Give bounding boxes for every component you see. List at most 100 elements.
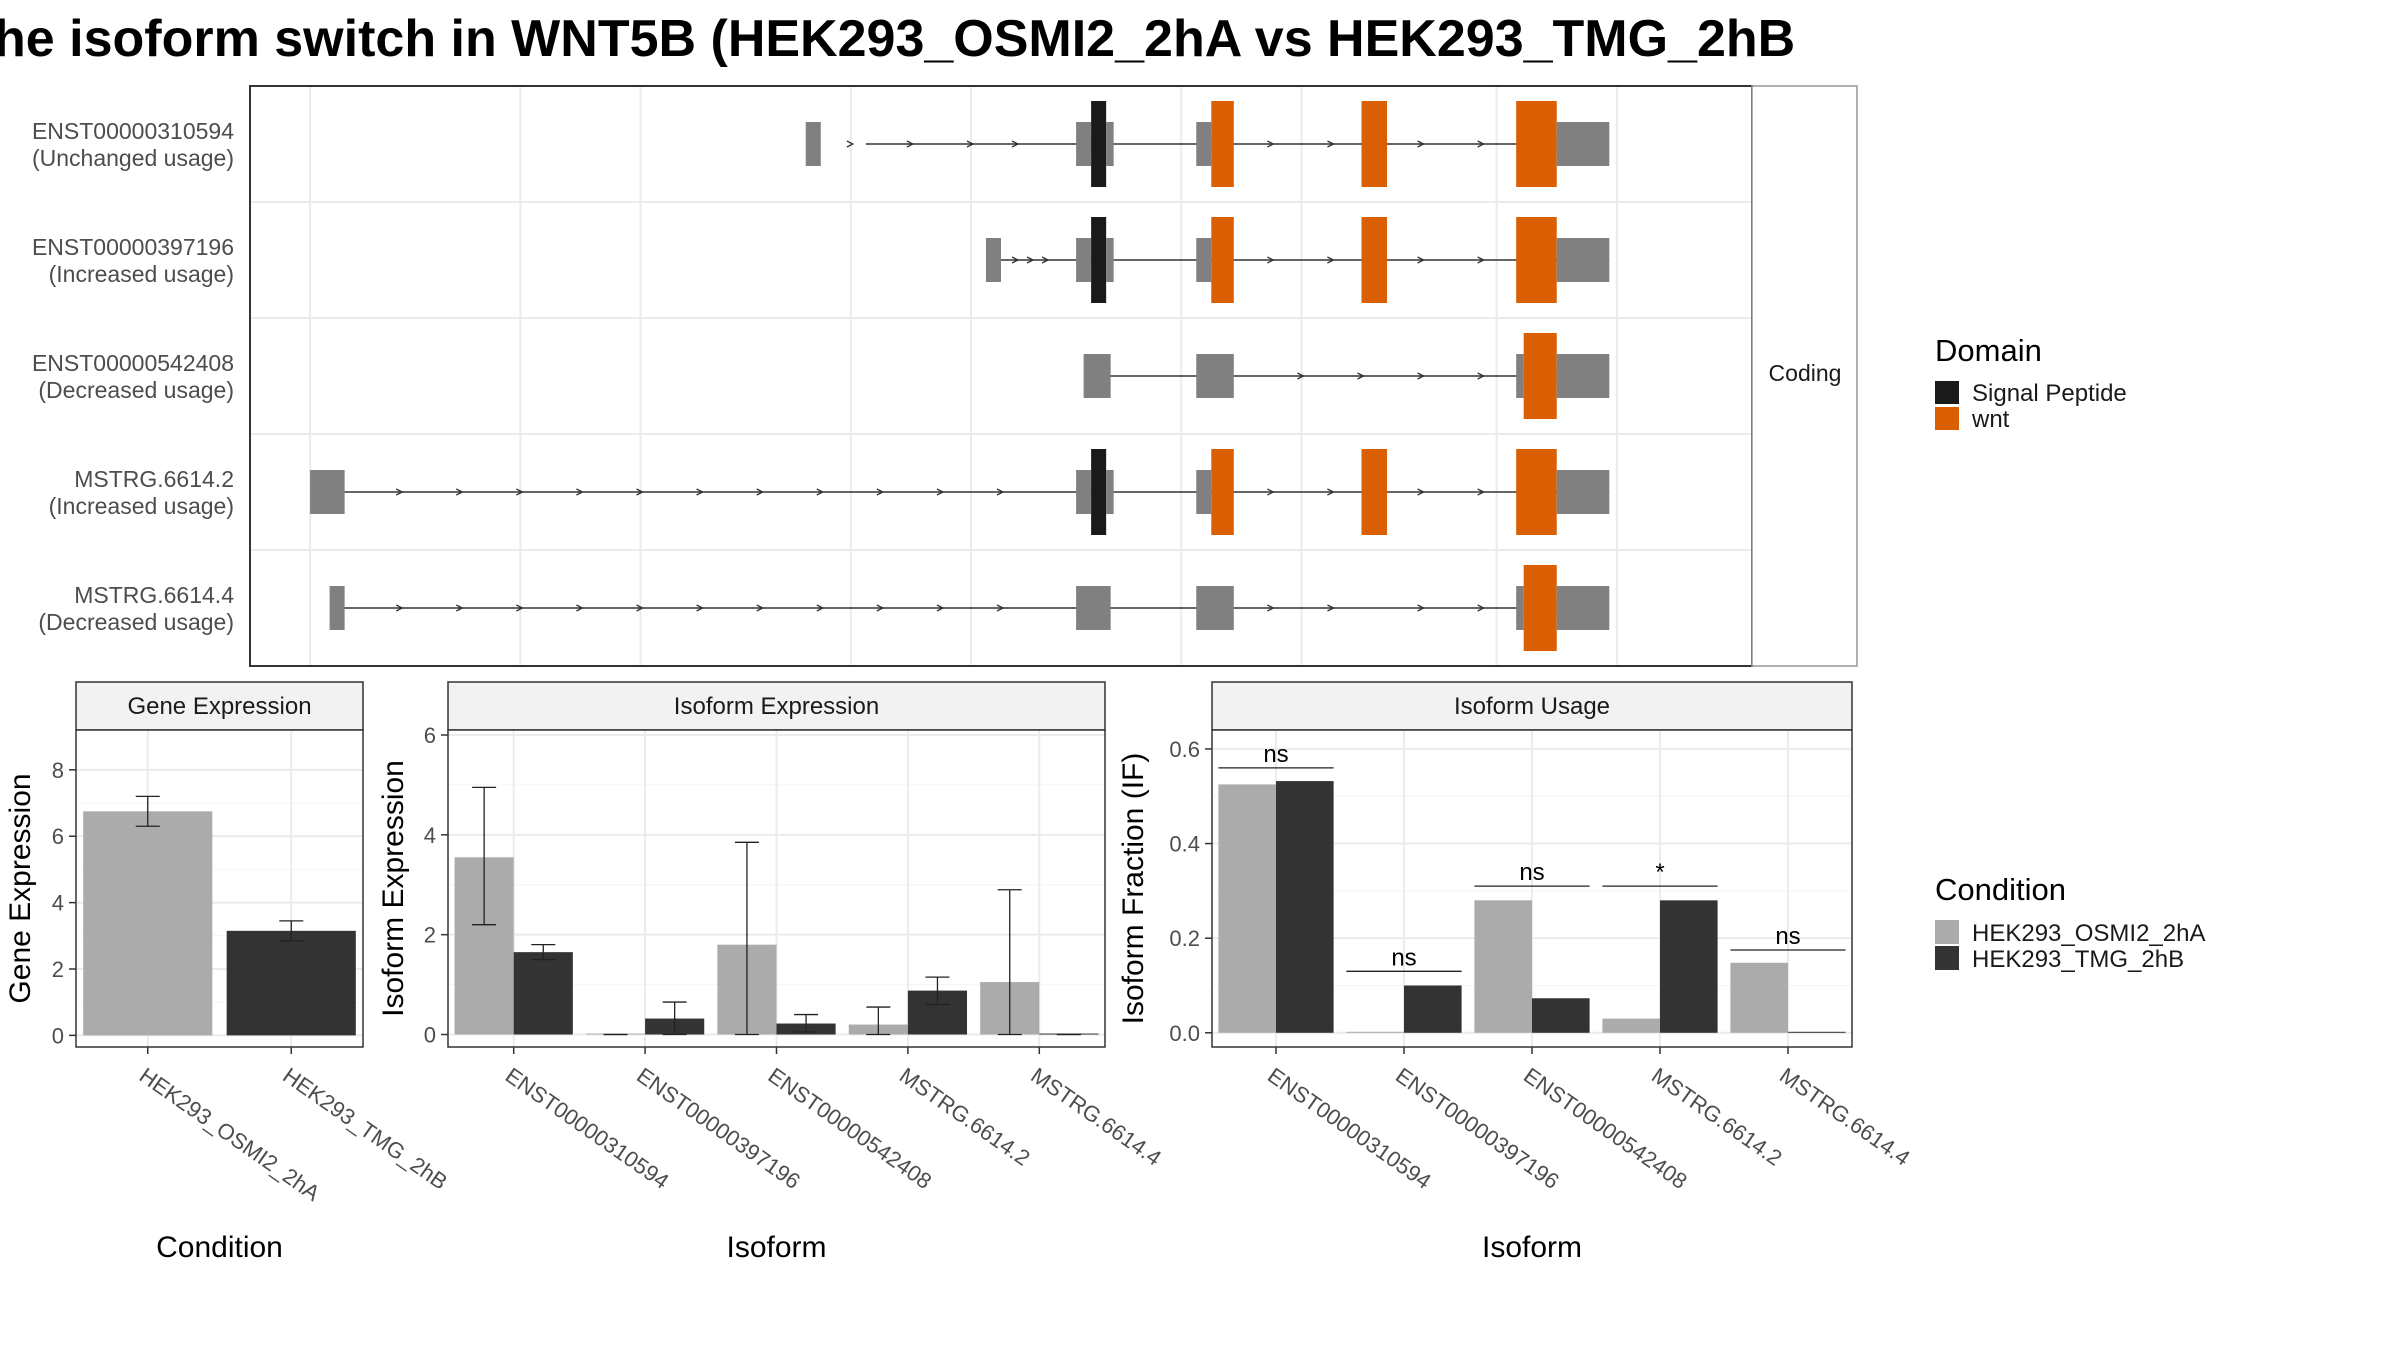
legend-key-cond-a (1935, 920, 1959, 944)
bar (226, 930, 356, 1036)
significance-label: * (1655, 859, 1664, 886)
legend-label-signal-peptide: Signal Peptide (1972, 380, 2127, 407)
intron-arrow (1477, 372, 1486, 380)
y-tick-label: 2 (424, 923, 436, 948)
isoform-label: ENST00000397196 (32, 234, 234, 260)
intron-arrow (1477, 256, 1486, 264)
exon (1196, 238, 1212, 282)
y-tick-label: 0.0 (1169, 1021, 1200, 1046)
exon (1106, 238, 1114, 282)
intron-arrow (1267, 256, 1275, 264)
intron-arrow (756, 488, 765, 496)
exon (1556, 470, 1610, 514)
isoform-usage-label: (Increased usage) (49, 493, 234, 519)
wnt-domain (1361, 101, 1388, 187)
bar (83, 811, 213, 1036)
intron-arrow (1327, 140, 1335, 148)
isoform-label: MSTRG.6614.2 (74, 466, 234, 492)
intron-arrow (1041, 256, 1050, 264)
wnt-domain (1523, 565, 1557, 651)
wnt-domain (1516, 101, 1557, 187)
exon (1196, 470, 1212, 514)
legend-label-cond-b: HEK293_TMG_2hB (1972, 946, 2184, 973)
intron-arrow (1417, 256, 1426, 264)
exon (1076, 586, 1111, 630)
intron-arrow (816, 488, 825, 496)
isoform-usage-label: (Unchanged usage) (32, 145, 234, 171)
intron-arrow (876, 488, 885, 496)
legend-key-signal-peptide (1935, 381, 1959, 404)
intron-arrow (816, 604, 825, 612)
isoform-label: ENST00000310594 (32, 118, 234, 144)
y-axis-title: Isoform Fraction (IF) (1117, 753, 1150, 1025)
exon (1076, 470, 1092, 514)
panel-title: Isoform Usage (1454, 693, 1610, 720)
intron-arrow (576, 488, 584, 496)
y-tick-label: 0.4 (1169, 832, 1200, 857)
y-tick-label: 8 (52, 758, 64, 783)
legend-key-wnt (1935, 407, 1959, 430)
exon (1076, 122, 1092, 166)
intron-arrow (966, 140, 975, 148)
exon (1556, 122, 1610, 166)
exon (1196, 354, 1234, 398)
isoform-usage-label: (Increased usage) (49, 261, 234, 287)
significance-label: ns (1391, 944, 1416, 971)
intron-arrow (1327, 488, 1335, 496)
exon (1516, 354, 1524, 398)
exon (1106, 122, 1114, 166)
significance-label: ns (1519, 859, 1544, 886)
panel-border (75, 729, 364, 1048)
wnt-domain (1516, 449, 1557, 535)
intron-arrow (1297, 372, 1305, 380)
exon (1556, 354, 1610, 398)
intron-arrow (696, 604, 705, 612)
significance-label: ns (1775, 923, 1800, 950)
bar (1474, 900, 1532, 1033)
intron-arrow (1417, 488, 1426, 496)
significance-label: ns (1263, 741, 1288, 768)
exon (1516, 586, 1524, 630)
intron-arrow (1267, 604, 1275, 612)
y-axis-title: Isoform Expression (377, 760, 410, 1017)
wnt-domain (1211, 217, 1234, 303)
intron-arrow (1011, 256, 1020, 264)
exon (985, 238, 1001, 282)
exon (1196, 586, 1234, 630)
isoform-label: ENST00000542408 (32, 350, 234, 376)
y-tick-label: 0 (52, 1023, 64, 1048)
intron-arrow (906, 140, 915, 148)
bar (1532, 998, 1590, 1033)
y-tick-label: 2 (52, 957, 64, 982)
legend-label-cond-a: HEK293_OSMI2_2hA (1972, 920, 2205, 947)
intron-arrow (1267, 488, 1275, 496)
intron-arrow (1357, 372, 1365, 380)
y-tick-label: 6 (52, 824, 64, 849)
intron-arrow (936, 488, 945, 496)
intron-arrow (1327, 604, 1335, 612)
intron-arrow (1477, 140, 1486, 148)
intron-arrow (996, 488, 1005, 496)
exon (1196, 122, 1212, 166)
isoform-expression-panel: Isoform Expression0246ENST00000310594ENS… (377, 681, 1166, 1264)
x-tick-label: MSTRG.6614.2 (895, 1063, 1035, 1171)
isoform-usage-label: (Decreased usage) (38, 609, 234, 635)
bar (513, 952, 573, 1035)
panel-title: Isoform Expression (674, 693, 879, 720)
exon (805, 122, 821, 166)
intron-arrow (636, 488, 644, 496)
intron-arrow (1477, 604, 1486, 612)
intron-arrow (395, 488, 404, 496)
exon (310, 470, 345, 514)
panel-title: Gene Expression (127, 693, 311, 720)
y-tick-label: 4 (52, 891, 64, 916)
exon (1556, 238, 1610, 282)
y-tick-label: 0 (424, 1023, 436, 1048)
intron-arrow (636, 604, 644, 612)
bar (1788, 1031, 1846, 1033)
isoform-usage-label: (Decreased usage) (38, 377, 234, 403)
intron-arrow (876, 604, 885, 612)
intron-arrow (936, 604, 945, 612)
intron-arrow (1026, 256, 1035, 264)
